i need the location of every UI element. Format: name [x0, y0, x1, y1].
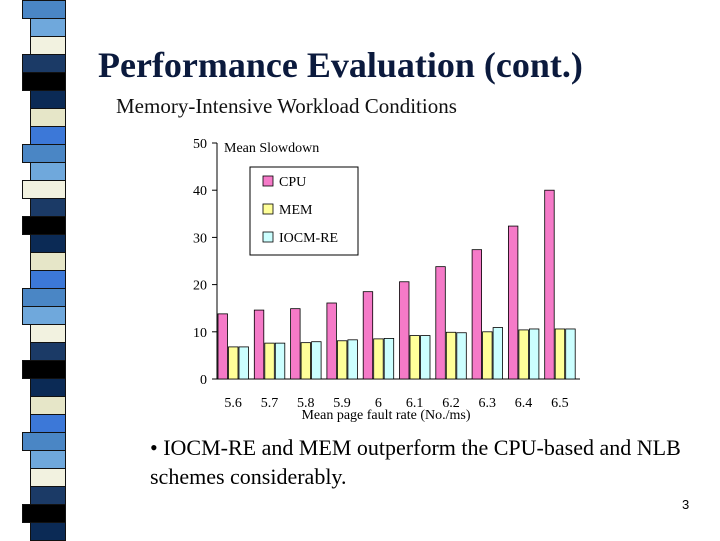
bar-cpu [471, 249, 483, 380]
strip-block [22, 216, 66, 235]
bar-iocm-re [274, 342, 286, 380]
strip-block [22, 180, 66, 199]
bar-cpu [507, 225, 519, 380]
strip-block [22, 306, 66, 325]
strip-block [30, 324, 66, 343]
strip-block [22, 72, 66, 91]
strip-block [30, 396, 66, 415]
bullet-text: • IOCM-RE and MEM outperform the CPU-bas… [150, 435, 681, 489]
chart-axes: 0 10 20 30 40 50 5.6 5.7 5.8 5.9 6 6.1 6.2 6.3 6.4 6.5 [193, 137, 580, 411]
strip-block [30, 522, 66, 541]
legend-swatch [262, 175, 274, 187]
strip-block [30, 126, 66, 145]
bar-mem [445, 331, 457, 380]
page-number: 3 [682, 497, 690, 512]
strip-block [22, 0, 66, 19]
bar-mem [228, 346, 239, 380]
strip-block [22, 288, 66, 307]
bar-cpu [544, 189, 555, 380]
x-tick-label: 5.7 [261, 396, 279, 411]
bar-mem [373, 338, 384, 380]
x-tick-label: 6.3 [479, 396, 497, 411]
strip-block [30, 18, 66, 37]
bar-iocm-re [420, 335, 431, 380]
bar-mem [554, 328, 566, 380]
strip-block [30, 108, 66, 127]
bar-mem [300, 342, 312, 380]
legend-label: MEM [279, 203, 313, 218]
strip-block [30, 270, 66, 289]
strip-block [30, 252, 66, 271]
legend-label: IOCM-RE [279, 231, 338, 246]
bar-iocm-re [347, 339, 358, 380]
strip-block [22, 144, 66, 163]
y-tick-label: 0 [200, 373, 207, 388]
chart-bars [217, 189, 576, 380]
bar-iocm-re [311, 341, 322, 380]
strip-block [22, 54, 66, 73]
bar-cpu [362, 291, 374, 380]
y-tick-label: 10 [193, 326, 207, 341]
strip-block [22, 432, 66, 451]
bar-cpu [399, 281, 410, 380]
legend-label: CPU [279, 175, 306, 190]
x-tick-label: 6 [375, 396, 382, 411]
strip-block [30, 450, 66, 469]
bar-iocm-re [383, 338, 395, 380]
bar-cpu [290, 308, 301, 380]
bar-cpu [253, 309, 265, 380]
bar-mem [409, 335, 420, 380]
slide-subtitle: Memory-Intensive Workload Conditions [116, 94, 457, 118]
bar-mem [482, 331, 493, 380]
bar-mem [264, 342, 275, 380]
y-tick-label: 40 [193, 184, 207, 199]
y-tick-label: 30 [193, 231, 207, 246]
strip-block [30, 36, 66, 55]
x-tick-label: 6.2 [442, 396, 460, 411]
chart-legend: CPU MEM IOCM-RE [249, 166, 359, 256]
slide-title: Performance Evaluation (cont.) [98, 45, 583, 85]
strip-block [30, 90, 66, 109]
strip-block [30, 198, 66, 217]
y-tick-label: 50 [193, 137, 207, 152]
bar-cpu [326, 302, 337, 380]
bar-iocm-re [238, 346, 249, 380]
decorative-side-strip [0, 0, 68, 541]
x-tick-label: 5.8 [297, 396, 315, 411]
bar-cpu [217, 313, 228, 380]
strip-block [30, 486, 66, 505]
bar-iocm-re [565, 328, 576, 380]
bar-iocm-re [528, 328, 540, 380]
strip-block [30, 414, 66, 433]
legend-swatch [262, 231, 274, 243]
bar-mem [518, 329, 529, 380]
bar-mem [336, 340, 348, 380]
strip-block [22, 360, 66, 379]
strip-block [30, 468, 66, 487]
x-axis-label: Mean page fault rate (No./ms) [301, 408, 470, 423]
x-tick-label: 6.4 [515, 396, 533, 411]
bar-iocm-re [492, 327, 504, 380]
legend-swatch [262, 203, 274, 215]
y-tick-label: 20 [193, 279, 207, 294]
x-tick-label: 6.5 [551, 396, 569, 411]
x-tick-label: 6.1 [406, 396, 424, 411]
strip-block [30, 234, 66, 253]
strip-block [30, 378, 66, 397]
bar-cpu [435, 266, 446, 380]
strip-block [22, 504, 66, 523]
bar-iocm-re [456, 332, 467, 380]
x-tick-label: 5.6 [224, 396, 242, 411]
x-tick-label: 5.9 [333, 396, 351, 411]
strip-block [30, 162, 66, 181]
y-axis-label: Mean Slowdown [224, 141, 319, 156]
strip-block [30, 342, 66, 361]
